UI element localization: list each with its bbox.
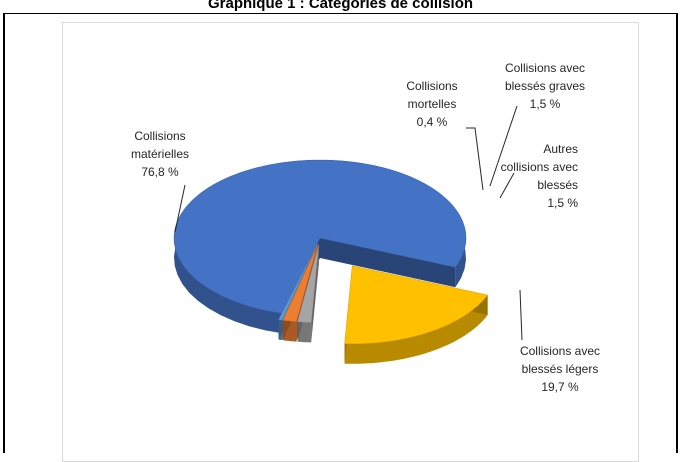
page-title: Graphique 1 : Catégories de collision: [207, 0, 474, 12]
frame-right-border: [676, 13, 678, 453]
slice-autres-collisions-avec-bless-s: [297, 244, 320, 323]
pie-slices: [173, 159, 489, 364]
data-label-2: Collisions avec blessés graves 1,5 %: [505, 61, 585, 111]
slice-labels: Collisions matérielles 76,8 % Collisions mor…: [131, 61, 600, 394]
leader-line-2: [489, 105, 518, 187]
leader-line-1: [466, 127, 484, 191]
slice-wall-0-0: [320, 238, 456, 288]
data-label-4: Collisions avec blessés légers 19,7 %: [520, 344, 600, 394]
leader-lines: [174, 105, 523, 341]
slice-wall-3-1: [311, 244, 319, 343]
data-label-0: Collisions matérielles 76,8 %: [131, 129, 189, 179]
slice-side-4: [344, 295, 488, 364]
slice-collisions-avec-bless-s-graves: [282, 244, 318, 322]
frame-left-border: [3, 13, 5, 453]
data-label-1: Collisions mortelles 0,4 %: [406, 79, 457, 129]
slice-collisions-mat-rielles: [173, 159, 467, 314]
data-label-3: Autres collisions avec blessés 1,5 %: [501, 142, 579, 210]
frame-top-border: [3, 13, 678, 14]
leader-line-3: [499, 172, 515, 199]
leader-line-4: [519, 289, 523, 341]
slice-collisions-mortelles: [278, 244, 318, 321]
slice-collisions-avec-bless-s-l-gers: [344, 265, 489, 345]
leader-line-0: [174, 184, 186, 233]
